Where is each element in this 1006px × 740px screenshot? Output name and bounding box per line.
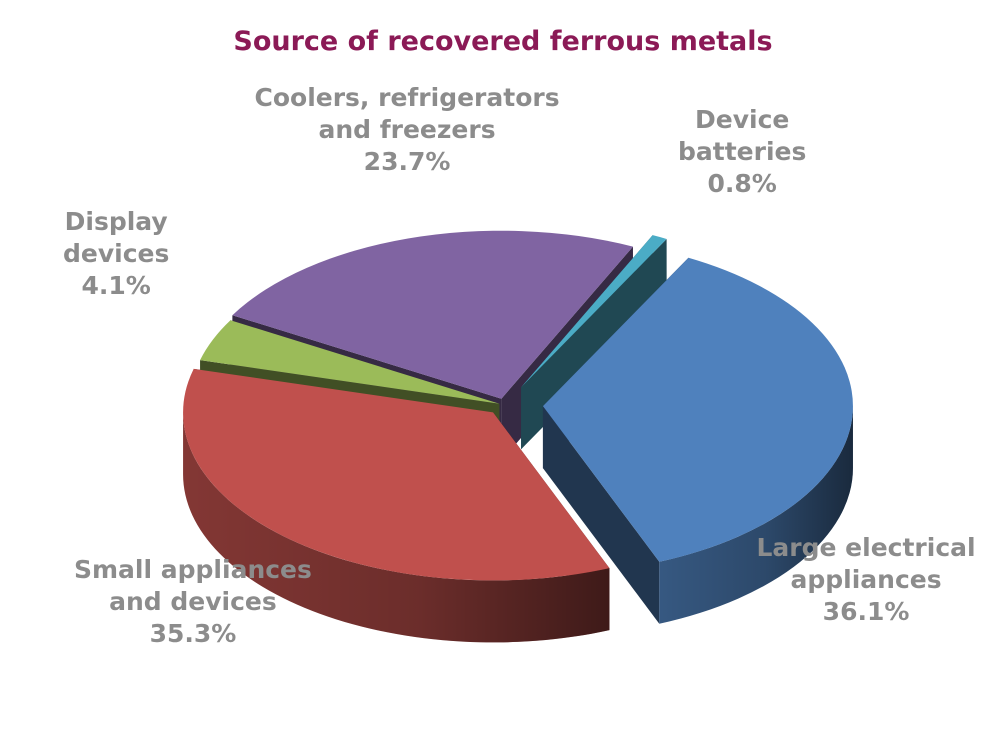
slice-value-label: 4.1%: [81, 271, 151, 300]
slice-value-label: 35.3%: [149, 619, 237, 648]
pie-slice-3: [232, 230, 633, 399]
slice-label-line: Coolers, refrigerators: [254, 83, 560, 112]
slice-outer-wall-shade-1: [183, 412, 610, 643]
slice-label-0: Large electrical appliances 36.1%: [757, 532, 976, 628]
pie-slice-2: [200, 320, 500, 404]
pie-slice-4: [521, 235, 667, 388]
slice-label-line: Device: [695, 105, 790, 134]
slice-label-1: Small appliances and devices 35.3%: [74, 554, 312, 650]
slice-label-line: Display: [64, 207, 168, 236]
pie-slice-1: [183, 368, 610, 581]
slice-label-3: Coolers, refrigerators and freezers 23.7%: [255, 82, 560, 178]
slice-label-line: batteries: [678, 137, 807, 166]
chart-title: Source of recovered ferrous metals: [233, 26, 773, 57]
slice-value-label: 0.8%: [707, 169, 777, 198]
pie-slices: [183, 230, 853, 581]
slice-label-line: and freezers: [318, 115, 496, 144]
slice-value-label: 36.1%: [822, 597, 910, 626]
slice-label-line: Small appliances: [74, 555, 312, 584]
slice-value-label: 23.7%: [363, 147, 451, 176]
slice-outer-wall-shade-0: [659, 406, 853, 624]
slice-label-2: Display devices 4.1%: [63, 206, 169, 302]
slice-label-line: devices: [63, 239, 170, 268]
pie-slice-0: [542, 257, 853, 562]
slice-cut-face-0: [542, 406, 660, 624]
slice-label-line: and devices: [109, 587, 277, 616]
slice-label-line: Large electrical: [756, 533, 976, 562]
slice-label-line: appliances: [790, 565, 942, 594]
slice-label-4: Device batteries 0.8%: [678, 104, 806, 200]
